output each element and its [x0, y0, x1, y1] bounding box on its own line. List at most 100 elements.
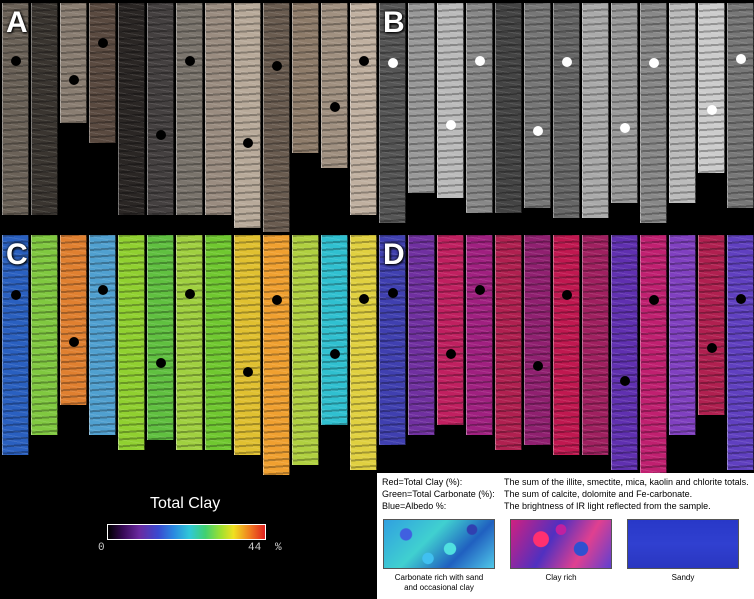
core-hole: [445, 120, 456, 130]
core-hole: [561, 290, 572, 300]
core-hole: [271, 61, 282, 71]
core-hole: [68, 75, 79, 85]
core-strip: [524, 235, 551, 445]
core-strip: [60, 3, 87, 123]
swatch-label-carbonate-line1: Carbonate rich with sand: [394, 573, 484, 582]
panel-b-grayscale: B: [377, 0, 754, 232]
core-strip: [408, 3, 435, 193]
core-strip: [147, 235, 174, 440]
core-hole: [648, 295, 659, 305]
core-hole: [271, 295, 282, 305]
core-hole: [474, 285, 485, 295]
core-strip: [640, 3, 667, 223]
core-hole: [648, 58, 659, 68]
core-strip: [553, 235, 580, 455]
core-hole: [532, 361, 543, 371]
core-strip: [350, 3, 377, 215]
legend-key-blue: Blue=Albedo %:: [382, 501, 447, 511]
core-strip: [31, 3, 58, 215]
core-strip: [205, 3, 232, 215]
swatch-carbonate-rich: [383, 519, 495, 569]
panel-c-label: C: [6, 238, 28, 271]
core-strip: [495, 235, 522, 450]
core-hole: [155, 358, 166, 368]
swatch-label-carbonate: Carbonate rich with sand and occasional …: [383, 573, 495, 593]
panel-d-rgb-composite: D: [377, 232, 754, 477]
legend-key-red: Red=Total Clay (%):: [382, 477, 463, 487]
legend-row-blue: Blue=Albedo %: The brightness of IR light…: [382, 501, 711, 511]
core-hole: [358, 56, 369, 66]
core-hole: [706, 343, 717, 353]
core-hole: [706, 105, 717, 115]
core-strip: [321, 235, 348, 425]
core-strip: [495, 3, 522, 213]
core-strip: [89, 3, 116, 143]
panel-a-label: A: [6, 6, 28, 39]
core-strip: [292, 3, 319, 153]
legend-key-green: Green=Total Carbonate (%):: [382, 489, 495, 499]
panel-d-label: D: [383, 238, 405, 271]
panel-b-label: B: [383, 6, 405, 39]
core-hole: [358, 294, 369, 304]
core-strip: [2, 3, 29, 215]
core-hole: [474, 56, 485, 66]
core-hole: [387, 58, 398, 68]
core-strip: [379, 3, 406, 223]
core-strip: [727, 3, 754, 208]
core-strip: [176, 3, 203, 215]
core-strip: [669, 3, 696, 203]
core-hole: [10, 290, 21, 300]
colorbar-title: Total Clay: [150, 495, 221, 512]
core-strip: [437, 235, 464, 425]
core-strip: [408, 235, 435, 435]
colorbar-min-label: 0: [98, 542, 105, 554]
core-hole: [68, 337, 79, 347]
core-strip: [2, 235, 29, 455]
core-strip: [524, 3, 551, 208]
core-strip: [263, 3, 290, 232]
core-strip: [466, 235, 493, 435]
core-strip: [321, 3, 348, 168]
core-strip: [31, 235, 58, 435]
core-hole: [97, 285, 108, 295]
core-hole: [329, 102, 340, 112]
core-hole: [445, 349, 456, 359]
legend-row-red: Red=Total Clay (%): The sum of the illite…: [382, 477, 749, 487]
panel-c-total-clay-map: C: [0, 232, 377, 477]
core-strip: [234, 3, 261, 228]
colorbar-max-label: 44: [248, 542, 262, 554]
core-strip: [379, 235, 406, 445]
core-strip: [263, 235, 290, 475]
core-hole: [735, 54, 746, 64]
core-strip: [147, 3, 174, 215]
core-strip: [553, 3, 580, 218]
core-hole: [10, 56, 21, 66]
core-hole: [619, 123, 630, 133]
core-hole: [184, 56, 195, 66]
core-strip: [176, 235, 203, 450]
core-strip: [205, 235, 232, 450]
core-strip: [582, 235, 609, 455]
core-strip: [698, 235, 725, 415]
swatch-label-sandy: Sandy: [671, 573, 695, 582]
core-hole: [561, 57, 572, 67]
core-strip: [611, 235, 638, 470]
core-strip: [60, 235, 87, 405]
core-strip: [350, 235, 377, 470]
core-hole: [97, 38, 108, 48]
legend-box: Red=Total Clay (%): The sum of the illite…: [377, 473, 754, 599]
colorbar-unit-label: %: [275, 542, 282, 554]
core-hole: [735, 294, 746, 304]
core-hole: [532, 126, 543, 136]
core-strip: [669, 235, 696, 435]
core-strip: [437, 3, 464, 198]
core-strip: [640, 235, 667, 475]
core-strip: [292, 235, 319, 465]
panel-a-photo: A: [0, 0, 377, 232]
core-strip: [698, 3, 725, 173]
legend-desc-red: The sum of the illite, smectite, mica, k…: [504, 477, 749, 487]
core-hole: [619, 376, 630, 386]
core-strip: [611, 3, 638, 203]
core-hole: [387, 288, 398, 298]
core-hole: [329, 349, 340, 359]
